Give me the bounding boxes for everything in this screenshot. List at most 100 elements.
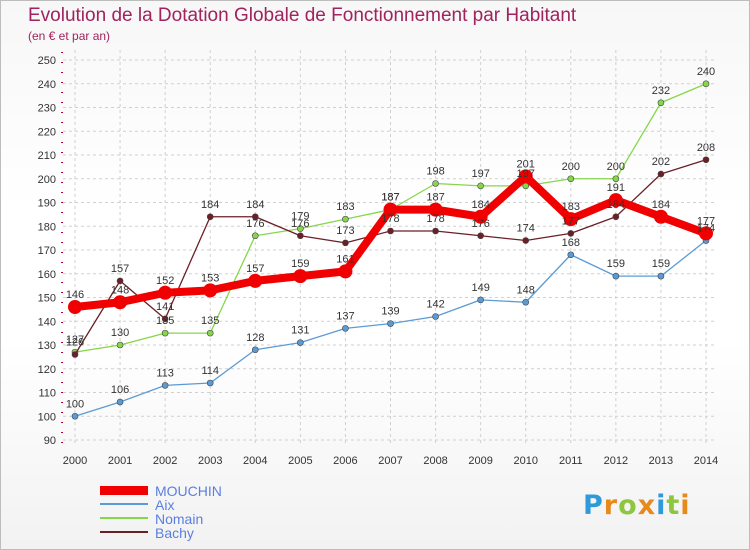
data-label-mouchin-2003: 153 [201, 272, 219, 284]
chart-title: Evolution de la Dotation Globale de Fonc… [28, 5, 577, 26]
logo-letter: x [637, 490, 657, 521]
x-tick-label-2002: 2002 [153, 455, 177, 467]
legend-label-bachy: Bachy [155, 525, 194, 541]
point-aix-2010 [522, 298, 530, 306]
data-label-bachy-2006: 173 [336, 225, 354, 237]
point-bachy-2012 [612, 213, 620, 221]
point-nomain-2006 [342, 215, 349, 223]
x-tick-label-2000: 2000 [63, 455, 87, 467]
point-nomain-2008 [432, 180, 439, 187]
point-mouchin-2012 [608, 193, 623, 208]
data-label-mouchin-2012: 191 [607, 182, 625, 194]
x-tick-label-2014: 2014 [694, 455, 718, 467]
point-mouchin-2005 [293, 269, 308, 284]
point-nomain-2005 [297, 225, 304, 232]
data-label-aix-2014: 174 [697, 223, 715, 235]
legend-swatch-bachy [100, 531, 148, 533]
y-tick-label-90: 90 [44, 435, 56, 447]
point-aix-2007 [387, 320, 394, 327]
data-label-nomain-2011: 200 [562, 161, 580, 173]
y-tick-label-240: 240 [38, 79, 56, 91]
y-tick-label-170: 170 [38, 245, 56, 257]
y-tick-label-210: 210 [38, 150, 56, 162]
x-tick-label-2005: 2005 [288, 455, 312, 467]
x-tick-label-2011: 2011 [559, 455, 583, 467]
point-aix-2012 [612, 272, 620, 280]
y-tick-label-230: 230 [38, 103, 56, 115]
data-label-bachy-2009: 176 [471, 218, 489, 230]
point-mouchin-2007 [383, 202, 398, 217]
point-mouchin-2013 [653, 209, 668, 224]
x-tick-label-2006: 2006 [333, 455, 357, 467]
y-tick-label-130: 130 [38, 340, 56, 352]
point-bachy-2009 [477, 232, 484, 240]
data-label-nomain-2009: 197 [471, 168, 489, 180]
data-label-bachy-2010: 174 [517, 223, 535, 235]
x-tick-label-2008: 2008 [423, 455, 447, 467]
legend-label-nomain: Nomain [155, 511, 204, 527]
x-tick-label-2009: 2009 [468, 455, 492, 467]
point-aix-2009 [477, 296, 484, 304]
data-label-aix-2004: 128 [246, 332, 264, 344]
point-bachy-2013 [657, 170, 665, 178]
data-label-aix-2001: 106 [111, 384, 129, 396]
point-nomain-2012 [612, 175, 620, 183]
point-aix-2006 [342, 325, 349, 332]
y-tick-label-150: 150 [38, 293, 56, 305]
y-tick-label-120: 120 [38, 364, 56, 376]
data-label-aix-2000: 100 [66, 398, 84, 410]
point-nomain-2013 [657, 99, 665, 107]
point-bachy-2003 [206, 213, 214, 221]
y-tick-label-110: 110 [38, 388, 56, 400]
data-label-aix-2005: 131 [291, 325, 309, 337]
data-label-mouchin-2011: 183 [562, 201, 580, 213]
data-label-mouchin-2002: 152 [156, 275, 174, 287]
legend-swatch-aix [100, 503, 148, 505]
data-label-nomain-2007: 187 [381, 192, 399, 204]
data-label-nomain-2013: 232 [652, 85, 670, 97]
data-label-aix-2010: 148 [517, 284, 535, 296]
data-label-mouchin-2010: 201 [517, 158, 535, 170]
data-label-mouchin-2008: 187 [426, 192, 444, 204]
x-tick-label-2003: 2003 [198, 455, 222, 467]
y-tick-label-160: 160 [38, 269, 56, 281]
data-label-nomain-2006: 183 [336, 201, 354, 213]
point-aix-2008 [432, 313, 439, 320]
point-mouchin-2011 [563, 212, 578, 227]
data-label-bachy-2003: 184 [201, 199, 219, 211]
data-label-aix-2008: 142 [426, 299, 444, 311]
point-mouchin-2009 [473, 209, 488, 224]
data-label-nomain-2010: 197 [517, 168, 535, 180]
logo-letter: o [618, 490, 638, 521]
logo-letter: i [680, 490, 691, 521]
data-label-nomain-2003: 135 [201, 315, 219, 327]
data-label-aix-2007: 139 [381, 306, 399, 318]
logo-letter: i [656, 490, 667, 521]
x-tick-label-2004: 2004 [243, 455, 267, 467]
data-label-mouchin-2009: 184 [471, 199, 489, 211]
data-label-nomain-2002: 135 [156, 315, 174, 327]
point-bachy-2007 [387, 227, 394, 235]
y-tick-label-190: 190 [38, 198, 56, 210]
data-label-bachy-2014: 208 [697, 142, 715, 154]
y-tick-label-180: 180 [38, 221, 56, 233]
data-label-nomain-2001: 130 [111, 327, 129, 339]
point-bachy-2000 [71, 351, 79, 358]
point-bachy-2011 [567, 230, 575, 237]
point-mouchin-2003 [203, 283, 218, 298]
data-label-mouchin-2006: 161 [336, 253, 354, 265]
data-label-bachy-2013: 202 [652, 156, 670, 168]
data-label-mouchin-2013: 184 [652, 199, 670, 211]
point-mouchin-2010 [518, 169, 533, 184]
y-tick-label-140: 140 [38, 316, 56, 328]
x-tick-label-2013: 2013 [649, 455, 673, 467]
data-label-aix-2012: 159 [607, 258, 625, 270]
point-bachy-2014 [702, 156, 710, 164]
data-label-aix-2011: 168 [562, 237, 580, 249]
point-nomain-2001 [116, 341, 124, 349]
logo-letter: P [583, 490, 604, 521]
point-aix-2000 [71, 412, 79, 420]
logo-letter: r [603, 490, 619, 521]
point-bachy-2001 [116, 277, 124, 285]
